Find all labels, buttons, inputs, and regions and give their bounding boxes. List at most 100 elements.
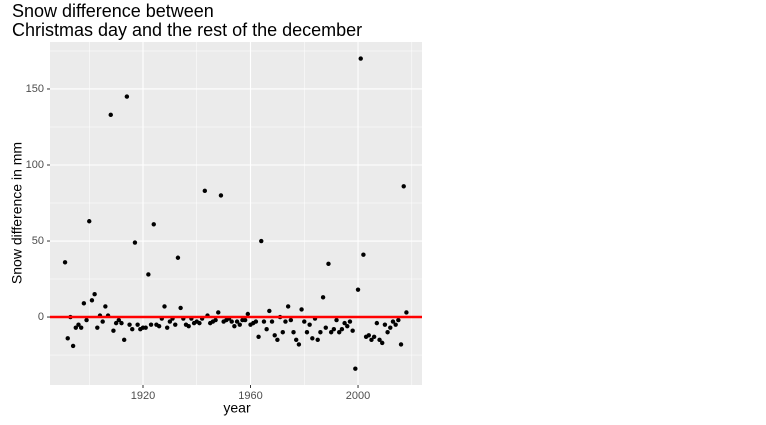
point bbox=[130, 327, 135, 332]
point bbox=[264, 327, 269, 332]
point bbox=[275, 337, 280, 343]
point bbox=[202, 188, 208, 194]
point bbox=[216, 310, 221, 315]
x-axis-title: year bbox=[223, 400, 251, 416]
point bbox=[121, 337, 127, 343]
point bbox=[369, 337, 374, 343]
point bbox=[302, 319, 307, 324]
point bbox=[178, 305, 183, 311]
point bbox=[76, 322, 81, 327]
point bbox=[218, 193, 224, 198]
y-axis-title: Snow difference in mm bbox=[9, 142, 25, 284]
point bbox=[132, 240, 138, 245]
point bbox=[242, 317, 248, 323]
point bbox=[315, 337, 320, 343]
point bbox=[280, 330, 285, 335]
point bbox=[342, 320, 347, 326]
x-tick-label: 1960 bbox=[238, 390, 262, 402]
chart-title: Snow difference between bbox=[12, 1, 214, 21]
point bbox=[328, 330, 334, 335]
point bbox=[81, 301, 87, 306]
point bbox=[398, 342, 404, 347]
point bbox=[291, 330, 296, 335]
point bbox=[269, 319, 275, 324]
point bbox=[331, 327, 337, 332]
point bbox=[294, 337, 299, 343]
point bbox=[119, 320, 124, 326]
point bbox=[87, 219, 92, 224]
point bbox=[100, 319, 105, 324]
point bbox=[84, 317, 89, 323]
point bbox=[124, 94, 130, 99]
point bbox=[307, 322, 312, 327]
point bbox=[245, 311, 251, 317]
point bbox=[374, 320, 380, 326]
point bbox=[108, 112, 113, 118]
point bbox=[116, 317, 122, 323]
point bbox=[232, 323, 237, 329]
chart-title: Christmas day and the rest of the decemb… bbox=[12, 20, 362, 40]
panel bbox=[50, 42, 422, 385]
y-tick-label: 150 bbox=[26, 83, 44, 95]
point bbox=[65, 336, 70, 341]
point bbox=[272, 333, 277, 338]
point bbox=[401, 184, 406, 189]
x-tick-label: 2000 bbox=[346, 390, 370, 402]
point bbox=[353, 366, 358, 371]
point bbox=[103, 304, 108, 309]
point bbox=[173, 322, 178, 327]
point bbox=[334, 317, 339, 323]
point bbox=[404, 310, 409, 315]
y-tick-label: 100 bbox=[26, 159, 44, 171]
point bbox=[78, 325, 84, 330]
point bbox=[73, 325, 79, 330]
point bbox=[283, 319, 288, 324]
point bbox=[326, 261, 331, 267]
point bbox=[345, 323, 350, 329]
point bbox=[358, 56, 363, 61]
point bbox=[151, 222, 156, 227]
point bbox=[213, 317, 218, 323]
point bbox=[89, 298, 95, 303]
point bbox=[156, 323, 162, 329]
point bbox=[299, 307, 304, 312]
point bbox=[350, 328, 355, 333]
point bbox=[256, 334, 261, 340]
point bbox=[380, 340, 385, 346]
point bbox=[318, 330, 323, 335]
point bbox=[304, 330, 310, 335]
point bbox=[396, 317, 401, 323]
point bbox=[388, 325, 393, 330]
point bbox=[164, 325, 170, 330]
point bbox=[371, 334, 377, 340]
point bbox=[253, 319, 259, 324]
point bbox=[361, 252, 366, 257]
point bbox=[310, 336, 315, 341]
point bbox=[62, 260, 68, 265]
point bbox=[175, 255, 181, 260]
y-tick-label: 50 bbox=[32, 235, 44, 247]
point bbox=[197, 320, 202, 326]
point bbox=[111, 328, 116, 333]
point bbox=[288, 317, 294, 323]
point bbox=[259, 238, 264, 244]
point bbox=[261, 319, 267, 324]
point bbox=[323, 325, 328, 330]
point bbox=[113, 320, 119, 326]
point bbox=[95, 325, 100, 330]
point bbox=[135, 322, 140, 327]
point bbox=[148, 322, 154, 327]
point bbox=[377, 337, 382, 343]
point bbox=[237, 322, 242, 327]
point bbox=[146, 272, 151, 277]
point bbox=[337, 330, 342, 335]
point bbox=[347, 319, 353, 324]
point bbox=[385, 330, 390, 335]
point bbox=[355, 287, 361, 292]
y-tick-label: 0 bbox=[38, 311, 44, 323]
point bbox=[320, 295, 326, 300]
point bbox=[285, 304, 291, 309]
x-tick-label: 1920 bbox=[131, 390, 155, 402]
point bbox=[393, 322, 398, 327]
